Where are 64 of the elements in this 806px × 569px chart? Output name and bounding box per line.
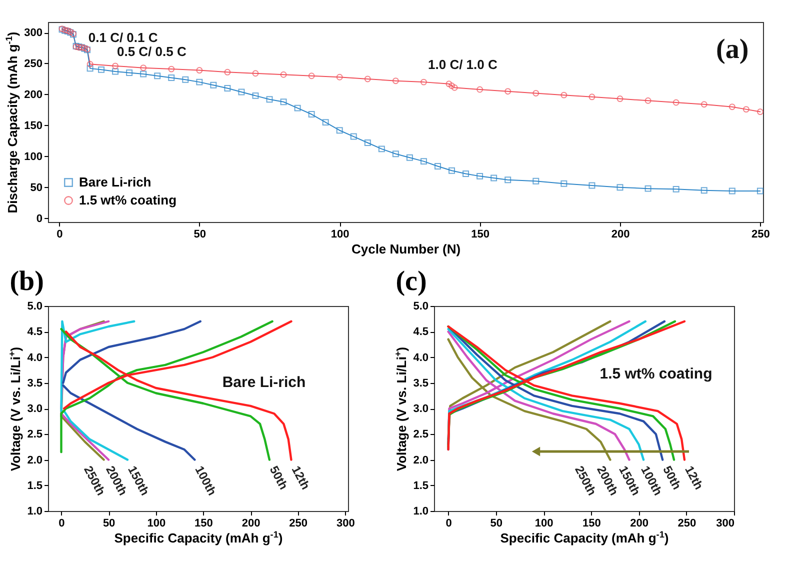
y-tick-label: 1.5 — [27, 480, 42, 492]
x-tick-label: 0 — [58, 518, 65, 530]
y-tick-label: 300 — [24, 27, 42, 40]
x-tick-label: 200 — [242, 518, 260, 530]
text: 50th — [266, 464, 291, 492]
x-tick-label: 250 — [752, 228, 770, 240]
y-tick-label: 4.0 — [27, 352, 42, 364]
y-tick-label: 3.0 — [413, 403, 428, 415]
y-tick-label: 3.0 — [27, 403, 42, 415]
y-tick-label: 2.0 — [27, 454, 42, 466]
x-tick-label: 150 — [194, 518, 213, 530]
text: 12th — [288, 464, 313, 492]
x-tick-label: 250 — [289, 518, 308, 530]
chart-title: (c) — [396, 266, 427, 297]
annotation: 1.5 wt% coating — [600, 366, 712, 383]
x-tick-label: 50 — [490, 518, 503, 530]
x-tick-label: 0 — [446, 518, 452, 530]
x-tick-label: 50 — [194, 228, 206, 240]
legend-label: 1.5 wt% coating — [79, 192, 177, 208]
annotation: (a) — [716, 34, 749, 65]
chart-title: (b) — [10, 266, 44, 297]
y-tick-label: 5.0 — [413, 300, 428, 312]
x-tick-label: 250 — [678, 518, 696, 530]
y-tick-label: 150 — [24, 120, 42, 132]
text: 150th — [125, 464, 152, 498]
y-tick-label: 3.5 — [27, 377, 42, 390]
y-tick-label: 2.0 — [413, 454, 428, 466]
x-tick-label: 300 — [336, 518, 355, 530]
x-tick-label: 100 — [330, 228, 350, 240]
x-tick-label: 200 — [611, 228, 630, 240]
y-tick-label: 200 — [24, 88, 42, 101]
y-tick-label: 1.0 — [27, 506, 42, 518]
y-tick-label: 2.5 — [413, 428, 428, 441]
text: 100th — [192, 464, 220, 498]
legend-label: Bare Li-rich — [79, 174, 152, 190]
annotation: 1.0 C/ 1.0 C — [428, 57, 498, 72]
x-tick-label: 50 — [102, 518, 116, 530]
y-tick-label: 4.5 — [413, 326, 428, 338]
annotation: Bare Li-rich — [222, 374, 306, 391]
text: 12th — [682, 464, 706, 492]
y-tick-label: 3.5 — [413, 377, 428, 390]
x-tick-label: 300 — [716, 518, 734, 530]
x-tick-label: 150 — [471, 228, 490, 240]
y-tick-label: 5.0 — [27, 300, 42, 312]
x-tick-label: 200 — [630, 518, 648, 530]
y-tick-label: 4.0 — [413, 352, 428, 364]
x-axis-title: Specific Capacity (mAh g$^{-1}$) — [500, 530, 669, 546]
x-tick-label: 0 — [56, 228, 63, 240]
y-tick-label: 100 — [24, 150, 42, 163]
y-tick-label: 1.0 — [413, 506, 428, 518]
y-tick-label: 50 — [30, 182, 42, 194]
y-tick-label: 2.5 — [27, 428, 42, 441]
x-tick-label: 100 — [147, 518, 166, 530]
y-tick-label: 250 — [24, 58, 42, 70]
text: 50th — [660, 464, 684, 492]
y-tick-label: 4.5 — [27, 326, 42, 338]
x-tick-label: 100 — [534, 518, 554, 530]
y-tick-label: 1.5 — [413, 480, 428, 492]
x-tick-label: 150 — [582, 518, 601, 530]
x-axis-title: Cycle Number (N) — [351, 242, 461, 256]
annotation: 0.5 C/ 0.5 C — [116, 44, 187, 59]
y-tick-label: 0 — [36, 212, 42, 225]
annotation: 0.1 C/ 0.1 C — [88, 30, 158, 45]
x-axis-title: Specific Capacity (mAh g$^{-1}$) — [114, 530, 283, 546]
